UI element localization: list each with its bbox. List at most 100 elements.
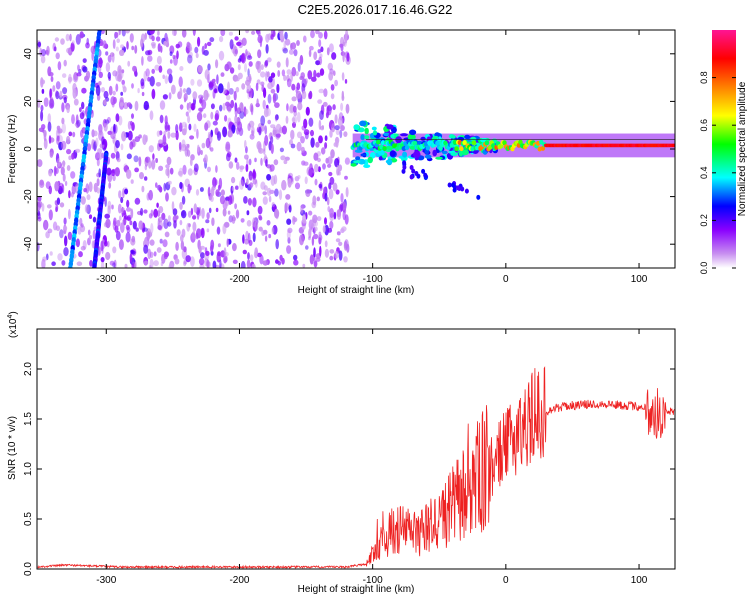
- noise-speckle: [104, 196, 107, 207]
- noise-speckle: [119, 97, 124, 103]
- noise-speckle: [204, 43, 208, 49]
- noise-speckle: [210, 186, 215, 197]
- noise-speckle: [275, 259, 279, 264]
- noise-speckle: [124, 30, 131, 34]
- noise-speckle: [143, 244, 149, 254]
- noise-speckle: [148, 265, 152, 268]
- noise-speckle: [181, 195, 186, 205]
- noise-speckle: [113, 217, 117, 226]
- noise-speckle: [268, 233, 272, 239]
- heatmap-x-tick: 0: [503, 30, 509, 285]
- noise-speckle: [144, 32, 147, 40]
- noise-speckle: [206, 212, 210, 220]
- noise-speckle: [149, 76, 155, 87]
- noise-speckle: [334, 125, 340, 131]
- noise-speckle: [283, 75, 287, 81]
- noise-speckle: [198, 258, 205, 266]
- noise-speckle: [158, 139, 163, 144]
- noise-speckle: [171, 201, 175, 211]
- noise-speckle: [37, 41, 41, 48]
- noise-speckle: [50, 76, 54, 82]
- signal-core: [404, 145, 410, 151]
- noise-speckle: [328, 171, 333, 177]
- noise-speckle: [205, 137, 211, 149]
- noise-speckle: [249, 182, 254, 188]
- noise-speckle: [340, 102, 344, 111]
- noise-speckle: [41, 88, 45, 94]
- noise-speckle: [144, 164, 147, 171]
- noise-speckle: [225, 143, 231, 152]
- noise-speckle: [178, 76, 183, 88]
- noise-speckle: [195, 52, 199, 59]
- noise-speckle: [274, 102, 280, 108]
- noise-speckle: [284, 38, 291, 46]
- noise-speckle: [190, 256, 195, 267]
- noise-speckle: [196, 209, 200, 220]
- noise-speckle: [246, 210, 250, 216]
- signal-blob: [389, 150, 396, 157]
- noise-speckle: [145, 50, 151, 56]
- noise-speckle: [321, 125, 324, 130]
- noise-speckle: [264, 125, 268, 135]
- svg-text:100: 100: [631, 274, 648, 285]
- noise-speckle: [292, 215, 296, 225]
- noise-speckle: [313, 233, 319, 240]
- noise-speckle: [318, 135, 323, 144]
- noise-speckle: [257, 49, 262, 59]
- scale-prefix: (x10: [8, 318, 19, 338]
- noise-speckle: [116, 158, 121, 163]
- noise-speckle: [88, 235, 93, 240]
- noise-speckle: [57, 253, 63, 261]
- noise-speckle: [291, 96, 297, 102]
- noise-speckle: [143, 70, 148, 82]
- noise-speckle: [79, 112, 85, 120]
- noise-speckle: [181, 210, 187, 219]
- heatmap-y-tick: -20: [23, 189, 675, 204]
- noise-speckle: [173, 30, 177, 36]
- signal-blob: [395, 136, 402, 144]
- noise-speckle: [177, 170, 183, 176]
- noise-speckle: [111, 204, 114, 210]
- noise-speckle: [216, 226, 221, 235]
- noise-speckle: [283, 159, 288, 165]
- noise-speckle: [236, 161, 240, 170]
- noise-speckle: [158, 165, 164, 171]
- noise-speckle: [343, 131, 348, 138]
- noise-speckle: [58, 182, 64, 189]
- noise-speckle: [156, 130, 161, 137]
- noise-speckle: [81, 87, 87, 94]
- noise-speckle: [344, 175, 348, 180]
- noise-speckle: [288, 49, 294, 55]
- noise-speckle: [165, 168, 170, 176]
- noise-speckle: [206, 228, 210, 233]
- noise-speckle: [110, 96, 116, 106]
- noise-speckle: [111, 169, 116, 177]
- noise-speckle: [179, 87, 183, 97]
- noise-speckle: [153, 208, 159, 218]
- signal-blob: [476, 194, 481, 200]
- noise-speckle: [46, 204, 52, 209]
- noise-speckle: [264, 59, 269, 67]
- noise-speckle: [269, 164, 275, 172]
- noise-speckle: [304, 131, 309, 140]
- noise-speckle: [47, 66, 52, 77]
- noise-speckle: [71, 114, 75, 125]
- noise-speckle: [178, 142, 182, 150]
- scale-exponent: 4: [7, 315, 14, 319]
- noise-speckle: [105, 62, 111, 73]
- noise-speckle: [155, 82, 161, 87]
- noise-speckle: [149, 239, 155, 246]
- noise-speckle: [283, 40, 287, 49]
- noise-speckle: [96, 158, 100, 167]
- noise-speckle: [176, 50, 179, 60]
- noise-speckle: [234, 157, 238, 163]
- noise-speckle: [88, 181, 93, 193]
- noise-speckle: [243, 196, 248, 204]
- noise-speckle: [109, 260, 115, 266]
- signal-blob: [359, 120, 367, 127]
- noise-speckle: [345, 187, 349, 198]
- noise-speckle: [231, 124, 236, 134]
- noise-speckle: [186, 149, 191, 157]
- noise-speckle: [336, 209, 341, 218]
